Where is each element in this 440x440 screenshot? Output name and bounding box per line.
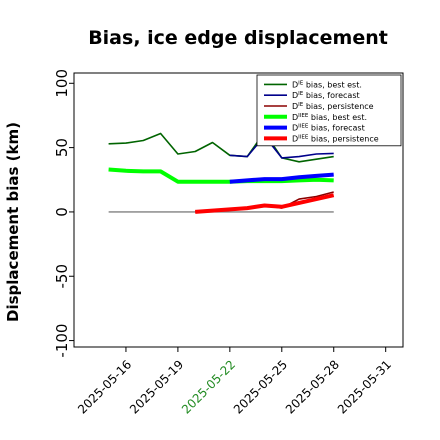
y-tick-label: 50 <box>53 138 71 157</box>
plot-area <box>108 131 335 214</box>
x-tick-label: 2025-05-16 <box>75 357 134 416</box>
series-line-4 <box>108 167 334 184</box>
legend-label: DIE bias, persistence <box>292 102 374 111</box>
y-tick-label: 100 <box>53 69 71 98</box>
legend-label: DIIEE bias, persistence <box>292 134 379 143</box>
y-tick-label: -50 <box>53 264 71 289</box>
y-tick-label: -100 <box>53 324 71 358</box>
chart-title: Bias, ice edge displacement <box>88 27 388 49</box>
legend-label: DIIEE bias, best est. <box>292 113 367 122</box>
legend-box <box>256 74 402 147</box>
x-tick-label: 2025-05-31 <box>335 357 394 416</box>
legend-label: DIE bias, best est. <box>292 80 362 89</box>
plot-frame <box>73 72 404 348</box>
series-line-1 <box>108 131 334 163</box>
legend: DIE bias, best est. DIE bias, forecast DIE… <box>256 74 402 147</box>
legend-label: DIE bias, forecast <box>292 91 360 100</box>
x-tick-label: 2025-05-28 <box>283 357 342 416</box>
x-tick-label: 2025-05-22 <box>179 357 238 416</box>
y-tick-label: 0 <box>53 207 71 217</box>
series-line-2 <box>229 135 334 159</box>
y-axis-ticks: -100 -50 0 50 100 <box>53 69 74 358</box>
x-axis-ticks: 2025-05-162025-05-192025-05-222025-05-25… <box>75 347 394 417</box>
series-line-5 <box>229 172 334 184</box>
series-line-6 <box>195 193 335 214</box>
legend-label: DIIEE bias, forecast <box>292 124 365 133</box>
y-axis-label: Displacement bias (km) <box>4 122 22 322</box>
x-tick-label: 2025-05-19 <box>127 357 186 416</box>
x-tick-label: 2025-05-25 <box>231 357 290 416</box>
